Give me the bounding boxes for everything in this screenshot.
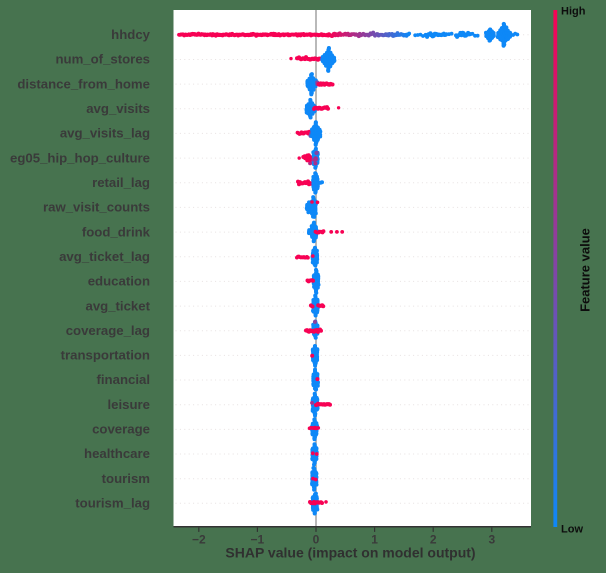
svg-text:−1: −1 bbox=[251, 533, 265, 547]
svg-text:2: 2 bbox=[430, 533, 437, 547]
svg-text:coverage_lag: coverage_lag bbox=[66, 323, 150, 338]
svg-text:avg_ticket_lag: avg_ticket_lag bbox=[59, 249, 150, 264]
svg-text:eg05_hip_hop_culture: eg05_hip_hop_culture bbox=[10, 150, 150, 165]
svg-text:retail_lag: retail_lag bbox=[92, 175, 150, 190]
svg-text:SHAP value (impact on model ou: SHAP value (impact on model output) bbox=[225, 545, 475, 561]
svg-text:leisure: leisure bbox=[107, 397, 150, 412]
svg-text:financial: financial bbox=[97, 372, 151, 387]
svg-text:education: education bbox=[88, 274, 150, 289]
svg-text:coverage: coverage bbox=[92, 422, 150, 437]
svg-text:High: High bbox=[561, 6, 586, 18]
svg-text:avg_visits: avg_visits bbox=[86, 101, 150, 116]
svg-text:hhdcy: hhdcy bbox=[111, 27, 151, 42]
svg-text:distance_from_home: distance_from_home bbox=[17, 76, 150, 91]
svg-text:transportation: transportation bbox=[61, 348, 150, 363]
svg-text:1: 1 bbox=[371, 533, 378, 547]
svg-text:Feature value: Feature value bbox=[578, 228, 593, 312]
svg-text:tourism_lag: tourism_lag bbox=[75, 496, 150, 511]
svg-text:healthcare: healthcare bbox=[84, 446, 150, 461]
svg-text:0: 0 bbox=[313, 533, 320, 547]
svg-text:Low: Low bbox=[561, 524, 583, 536]
svg-text:avg_ticket: avg_ticket bbox=[85, 298, 150, 313]
svg-text:avg_visits_lag: avg_visits_lag bbox=[60, 126, 150, 141]
svg-text:3: 3 bbox=[488, 533, 495, 547]
svg-text:tourism: tourism bbox=[102, 471, 150, 486]
svg-text:num_of_stores: num_of_stores bbox=[55, 52, 150, 67]
svg-text:−2: −2 bbox=[192, 533, 206, 547]
svg-text:raw_visit_counts: raw_visit_counts bbox=[43, 200, 150, 215]
svg-text:food_drink: food_drink bbox=[82, 224, 151, 239]
